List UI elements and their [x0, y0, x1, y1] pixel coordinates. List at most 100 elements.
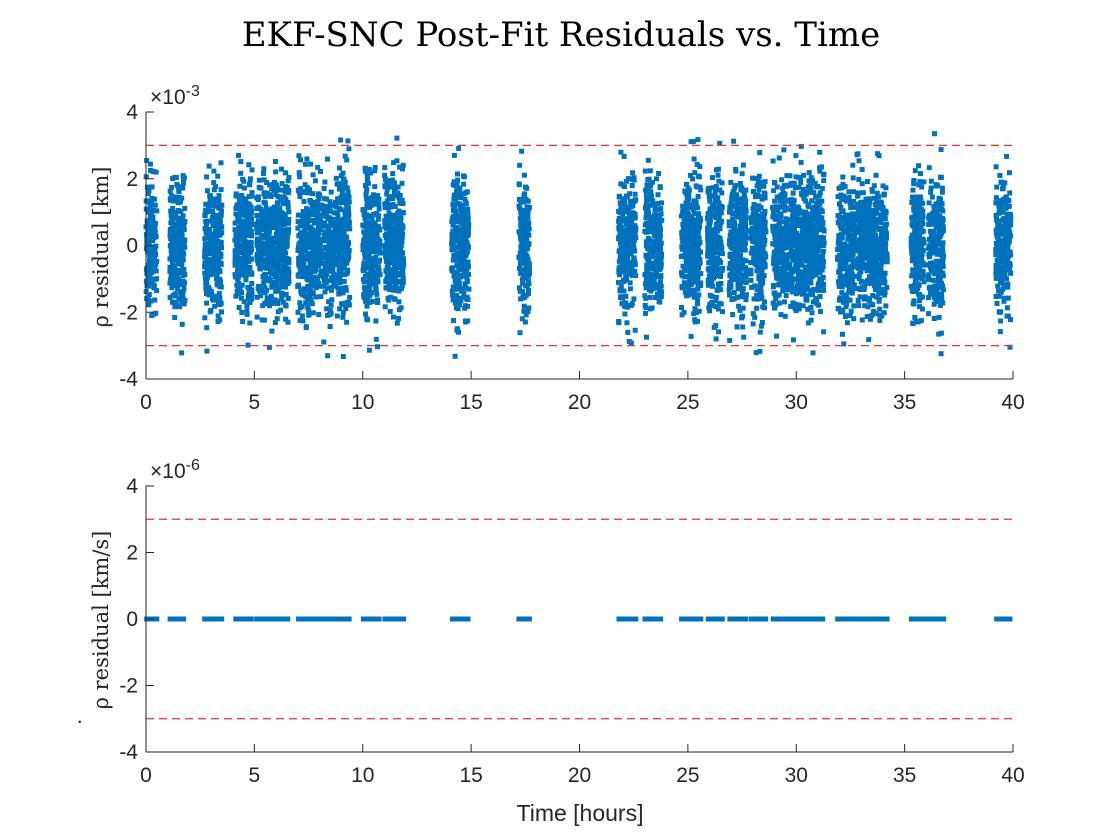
residual-point [776, 282, 782, 288]
residual-point [383, 278, 389, 284]
residual-point [650, 198, 656, 204]
residual-point [761, 183, 767, 189]
residual-point [454, 297, 460, 303]
residual-point [254, 206, 260, 211]
residual-point [649, 305, 655, 311]
residual-point [739, 200, 744, 206]
residual-point [773, 249, 779, 255]
residual-point [395, 220, 401, 225]
residual-point [281, 255, 286, 261]
residual-point [312, 200, 318, 206]
residual-point [152, 202, 158, 208]
residual-point [275, 237, 281, 243]
residual-point [464, 274, 470, 280]
residual-point [681, 227, 687, 233]
residual-point [388, 230, 394, 236]
residual-point [346, 146, 352, 152]
residual-point [683, 274, 688, 280]
residual-point [382, 205, 388, 211]
residual-point [616, 319, 622, 324]
residual-point [400, 231, 406, 237]
residual-point [626, 223, 632, 229]
residual-point [458, 264, 464, 270]
residual-point [321, 232, 327, 238]
residual-point [213, 232, 219, 238]
residual-point [727, 260, 733, 266]
residual-point [285, 230, 291, 236]
residual-point [687, 246, 693, 252]
residual-point [518, 261, 523, 267]
residual-point [774, 333, 779, 339]
residual-point [657, 185, 663, 190]
residual-point [167, 294, 173, 300]
residual-point [780, 185, 786, 191]
residual-point [632, 223, 638, 229]
residual-point [388, 246, 394, 251]
residual-point [218, 160, 224, 166]
residual-point [341, 217, 346, 223]
residual-point [151, 220, 157, 226]
residual-point [526, 241, 532, 247]
residual-point [180, 255, 186, 261]
residual-point [686, 205, 692, 211]
residual-point [304, 156, 310, 162]
residual-point [464, 279, 470, 284]
residual-point [173, 255, 179, 261]
residual-point [743, 228, 749, 234]
residual-point [385, 295, 391, 301]
residual-point [656, 215, 662, 220]
residual-point [298, 270, 304, 276]
residual-point [455, 282, 461, 288]
residual-point [758, 291, 764, 297]
residual-point [629, 183, 635, 188]
residual-point [179, 299, 185, 305]
residual-point [695, 286, 701, 292]
residual-point [393, 287, 399, 293]
residual-point [622, 311, 628, 317]
residual-point [262, 220, 268, 226]
residual-point [270, 220, 275, 226]
residual-point [620, 211, 626, 217]
residual-point [243, 272, 249, 278]
residual-point [363, 298, 368, 304]
residual-point [334, 218, 340, 223]
residual-point [455, 306, 461, 312]
residual-point [526, 273, 532, 279]
residual-point [328, 287, 334, 293]
residual-point [245, 296, 251, 301]
residual-point [232, 262, 238, 268]
residual-point [696, 308, 702, 314]
residual-point [792, 185, 798, 191]
residual-point [238, 170, 244, 176]
residual-point [731, 290, 737, 295]
residual-point [362, 290, 368, 295]
residual-point [516, 254, 522, 260]
residual-point [705, 250, 711, 255]
residual-point [755, 192, 761, 198]
residual-point [718, 244, 724, 250]
residual-point [518, 212, 524, 218]
residual-point [803, 220, 809, 226]
residual-point [206, 267, 212, 273]
residual-point [249, 281, 255, 286]
residual-point [617, 287, 623, 293]
residual-point [516, 182, 522, 188]
residual-point [282, 292, 288, 298]
residual-point [178, 184, 183, 190]
residual-point [271, 214, 277, 220]
residual-point [218, 261, 224, 267]
residual-point [651, 261, 657, 267]
residual-point [274, 316, 280, 322]
residual-point [743, 292, 749, 298]
residual-point [809, 218, 815, 224]
residual-point [272, 297, 278, 303]
residual-point [762, 305, 767, 311]
residual-point [711, 193, 717, 199]
residual-point [655, 201, 661, 206]
residual-point [206, 250, 212, 256]
residual-point [643, 310, 648, 316]
residual-point [312, 206, 318, 212]
residual-point [784, 235, 790, 241]
residual-point [455, 177, 461, 183]
residual-point [216, 193, 222, 199]
